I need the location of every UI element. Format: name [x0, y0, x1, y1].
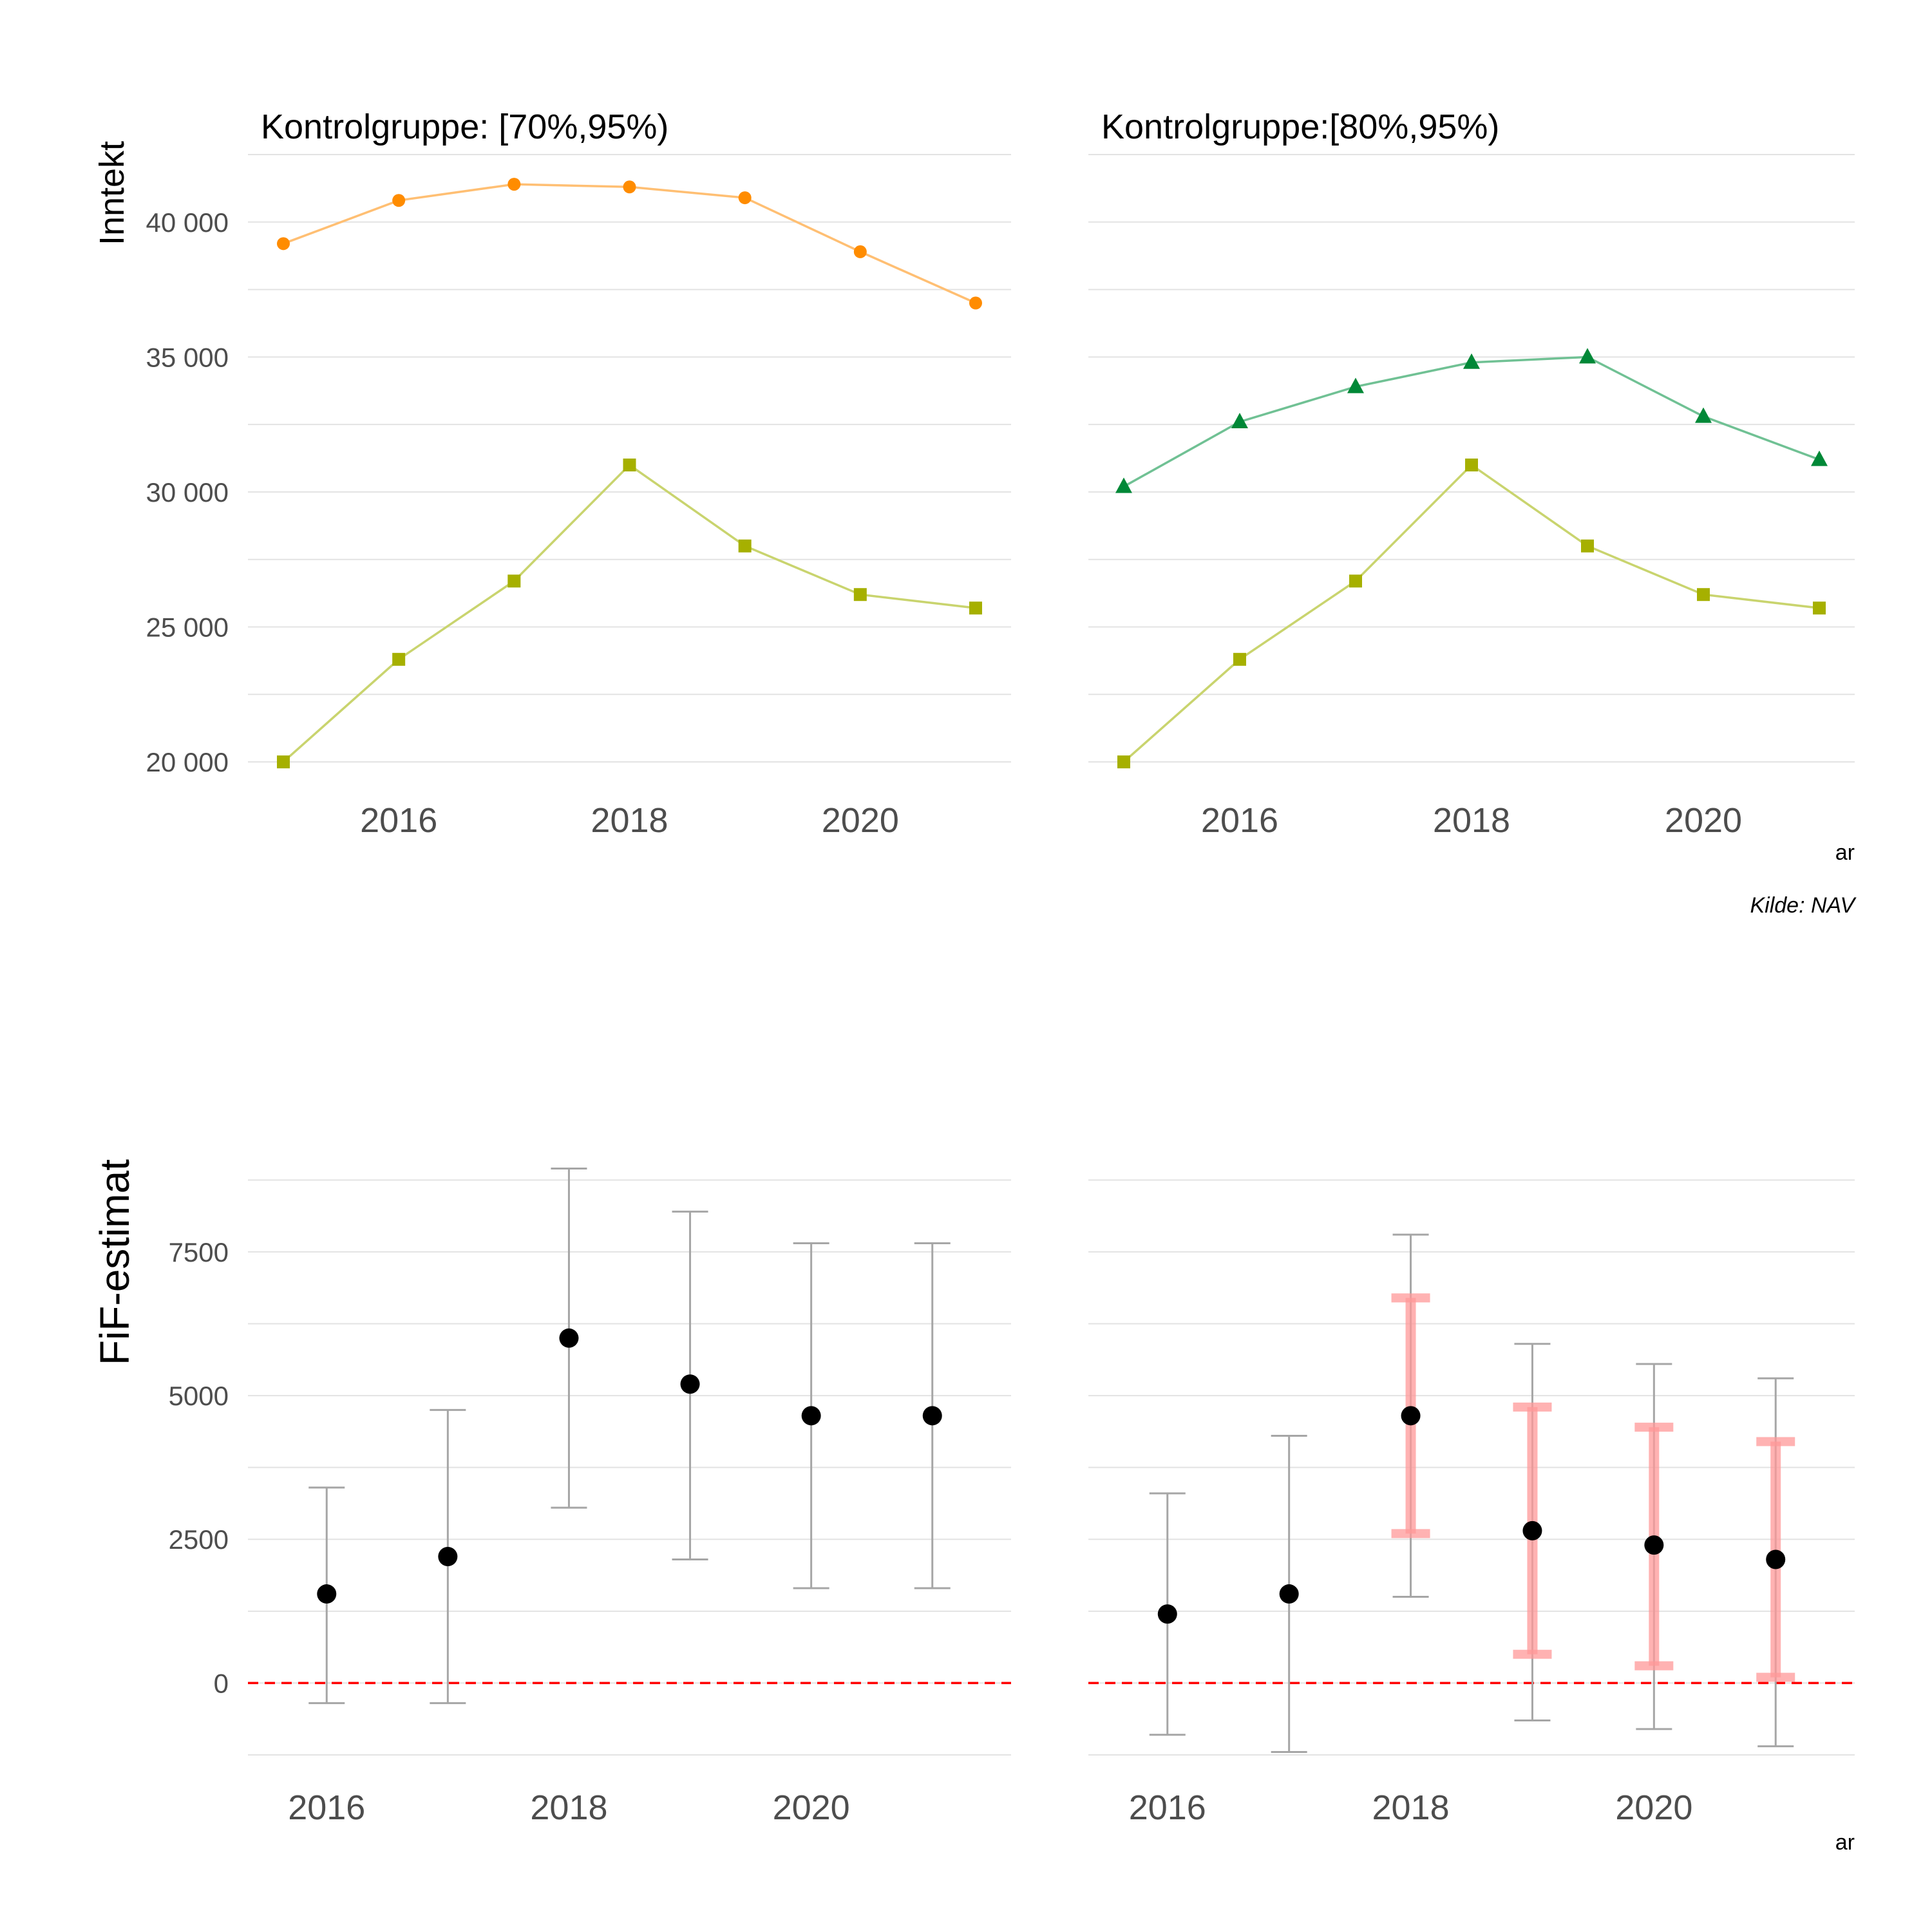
data-point	[277, 237, 290, 251]
caption: Kilde: NAV	[1750, 893, 1857, 918]
estimate-point	[801, 1406, 821, 1426]
data-point	[853, 588, 867, 601]
x-axis-label: ar	[1835, 840, 1855, 865]
data-point	[623, 459, 636, 472]
estimate-point	[1279, 1584, 1299, 1604]
y-axis-label: Inntekt	[93, 141, 131, 245]
data-point	[969, 296, 982, 310]
data-point	[853, 245, 867, 258]
data-point	[1581, 539, 1594, 553]
x-tick-label: 2016	[1201, 801, 1278, 840]
y-tick-label: 25 000	[146, 612, 229, 643]
data-point	[1117, 755, 1130, 769]
estimate-point	[1644, 1535, 1664, 1555]
x-axis-label: ar	[1835, 1830, 1855, 1855]
estimate-point	[1522, 1520, 1542, 1540]
estimate-point	[559, 1328, 579, 1348]
x-tick-label: 2016	[1129, 1788, 1206, 1827]
y-tick-label: 0	[214, 1668, 229, 1698]
data-point	[1231, 412, 1248, 428]
series-line	[1122, 463, 1820, 763]
panel-fif-estimates-left: FiF-estimat 0 2500 5000 7500 2016 2018 2020	[91, 1159, 1011, 1827]
x-tick-label: 2020	[822, 801, 899, 840]
data-point	[738, 539, 752, 553]
x-tick-label: 2020	[773, 1788, 850, 1827]
data-point	[969, 601, 982, 615]
y-tick-label: 30 000	[146, 477, 229, 507]
estimate-point	[1766, 1549, 1786, 1569]
x-tick-label: 2018	[530, 1788, 607, 1827]
panel-fif-estimates-right: ar 2016 2018 2020	[1088, 1179, 1855, 1855]
x-tick-label: 2018	[1372, 1788, 1449, 1827]
y-tick-label: 40 000	[146, 207, 229, 238]
data-point	[1695, 407, 1712, 423]
data-point	[1347, 377, 1364, 393]
x-tick-label: 2016	[288, 1788, 365, 1827]
data-point	[1813, 601, 1826, 615]
panel-income-80-95: Kontrolgruppe:[80%,95%) ar Kilde: NAV 20…	[1088, 108, 1857, 918]
x-tick-label: 2016	[360, 801, 437, 840]
estimate-point	[1401, 1406, 1421, 1426]
y-axis-label: FiF-estimat	[91, 1159, 138, 1365]
estimate-point	[317, 1584, 337, 1604]
data-point	[507, 574, 521, 588]
data-point	[1465, 459, 1478, 472]
data-point	[1115, 477, 1132, 493]
estimate-point	[1157, 1604, 1177, 1624]
y-tick-label: 5000	[169, 1381, 229, 1411]
estimate-point	[438, 1547, 458, 1567]
y-tick-label: 20 000	[146, 747, 229, 777]
panel-income-70-95: Kontrolgruppe: [70%,95%) Inntekt 20 000 2…	[93, 108, 1011, 840]
data-point	[392, 194, 406, 207]
data-point	[507, 178, 521, 191]
y-tick-label: 7500	[169, 1237, 229, 1267]
series-line	[282, 463, 976, 763]
data-point	[1579, 348, 1596, 364]
y-tick-label: 2500	[169, 1524, 229, 1555]
x-tick-label: 2020	[1665, 801, 1742, 840]
series-line	[283, 183, 976, 305]
panel-title: Kontrolgruppe: [70%,95%)	[261, 108, 668, 146]
data-point	[1697, 588, 1710, 601]
panel-title: Kontrolgruppe:[80%,95%)	[1101, 108, 1499, 146]
x-tick-label: 2020	[1615, 1788, 1692, 1827]
data-point	[1233, 652, 1246, 666]
data-point	[1463, 353, 1480, 369]
data-point	[623, 180, 636, 194]
data-point	[738, 191, 752, 205]
estimate-point	[922, 1406, 942, 1426]
data-point	[392, 652, 406, 666]
estimate-point	[680, 1374, 700, 1394]
data-point	[1349, 574, 1362, 588]
data-point	[1811, 450, 1828, 466]
x-tick-label: 2018	[591, 801, 668, 840]
x-tick-label: 2018	[1433, 801, 1510, 840]
y-tick-label: 35 000	[146, 342, 229, 372]
data-point	[277, 755, 290, 769]
